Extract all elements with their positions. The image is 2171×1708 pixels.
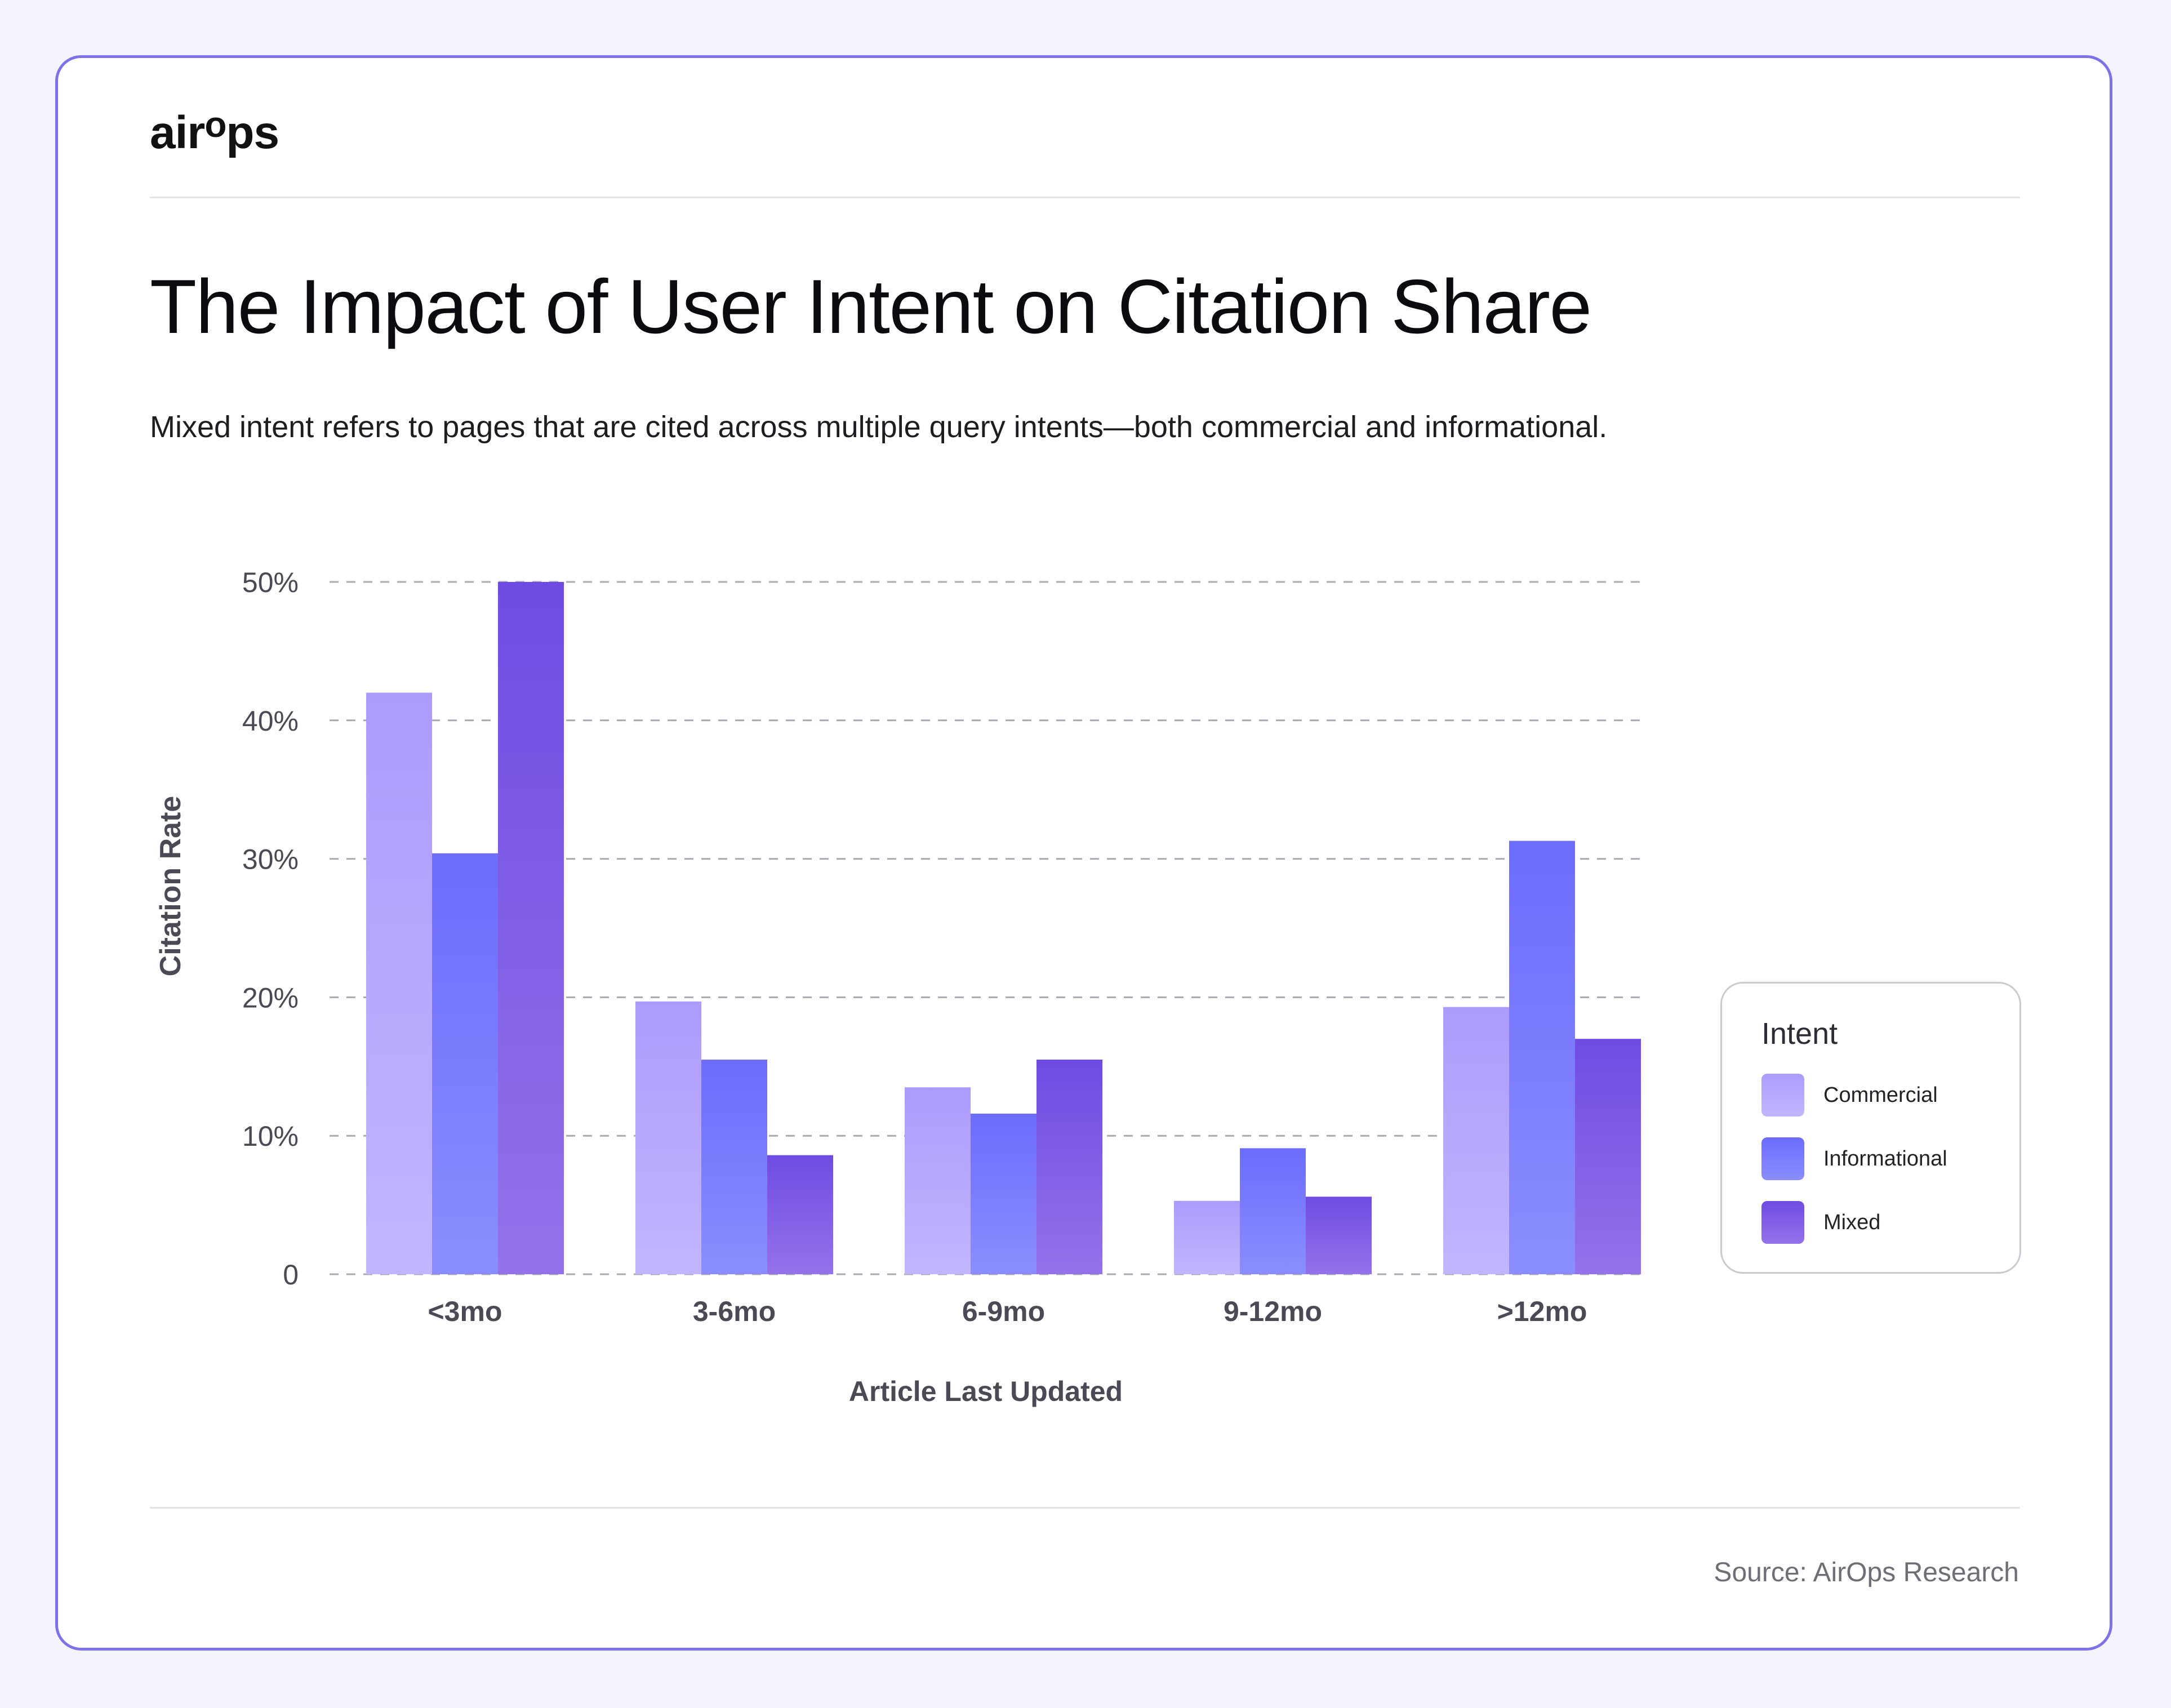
logo-text-raised: o xyxy=(204,104,226,145)
bar-commercial-9-12mo xyxy=(1174,1200,1240,1274)
legend-label-commercial: Commercial xyxy=(1823,1083,1938,1107)
bar-mixed-lt-3mo xyxy=(498,582,564,1274)
bar-commercial-lt-3mo xyxy=(366,692,432,1274)
logo-text-main: air xyxy=(150,107,205,158)
airops-logo: airops xyxy=(150,106,279,158)
page-title: The Impact of User Intent on Citation Sh… xyxy=(150,264,1592,349)
y-tick-label-30pct: 30% xyxy=(242,844,299,875)
legend-swatch-mixed xyxy=(1761,1201,1804,1244)
legend-swatch-commercial xyxy=(1761,1074,1804,1117)
bar-informational-6-9mo xyxy=(971,1113,1036,1274)
x-tick-label-9-12mo: 9-12mo xyxy=(1224,1296,1322,1327)
y-tick-label-20pct: 20% xyxy=(242,982,299,1013)
legend: Intent Commercial Informational Mixed xyxy=(1720,982,2021,1274)
bar-mixed-9-12mo xyxy=(1306,1197,1372,1274)
bar-mixed-6-9mo xyxy=(1036,1060,1102,1274)
header-divider xyxy=(150,197,2020,198)
legend-item-mixed: Mixed xyxy=(1761,1201,1880,1244)
bars xyxy=(366,582,1641,1274)
bar-informational-lt-3mo xyxy=(432,853,498,1274)
logo-text-tail: ps xyxy=(226,107,279,158)
bar-commercial-gt-12mo xyxy=(1443,1007,1509,1274)
legend-label-informational: Informational xyxy=(1823,1146,1947,1171)
legend-swatch-informational xyxy=(1761,1137,1804,1180)
y-tick-label-50pct: 50% xyxy=(242,567,299,598)
x-tick-label-gt-12mo: >12mo xyxy=(1497,1296,1587,1327)
legend-item-commercial: Commercial xyxy=(1761,1074,1938,1117)
page-subtitle: Mixed intent refers to pages that are ci… xyxy=(150,410,1608,444)
y-tick-label-10pct: 10% xyxy=(242,1120,299,1152)
bar-mixed-gt-12mo xyxy=(1575,1039,1641,1274)
x-tick-label-6-9mo: 6-9mo xyxy=(962,1296,1045,1327)
legend-item-informational: Informational xyxy=(1761,1137,1947,1180)
x-tick-label-3-6mo: 3-6mo xyxy=(693,1296,776,1327)
bar-informational-3-6mo xyxy=(701,1060,767,1274)
source-note: Source: AirOps Research xyxy=(1714,1558,2019,1587)
y-tick-label-40pct: 40% xyxy=(242,705,299,737)
axis-labels: 0 10% 20% 30% 40% 50% <3mo 3-6mo 6-9mo 9-12mo >12m… xyxy=(154,567,1587,1407)
y-axis-title: Citation Rate xyxy=(154,796,187,977)
bar-informational-gt-12mo xyxy=(1509,840,1575,1274)
x-axis-title: Article Last Updated xyxy=(849,1376,1123,1407)
x-tick-label-lt-3mo: <3mo xyxy=(428,1296,502,1327)
y-tick-label-0: 0 xyxy=(283,1259,299,1291)
bar-informational-9-12mo xyxy=(1240,1148,1306,1274)
legend-title: Intent xyxy=(1761,1017,1838,1051)
footer-divider xyxy=(150,1507,2020,1509)
bar-commercial-6-9mo xyxy=(905,1087,971,1274)
bar-commercial-3-6mo xyxy=(635,1001,701,1274)
legend-label-mixed: Mixed xyxy=(1823,1210,1881,1234)
bar-mixed-3-6mo xyxy=(767,1155,833,1274)
